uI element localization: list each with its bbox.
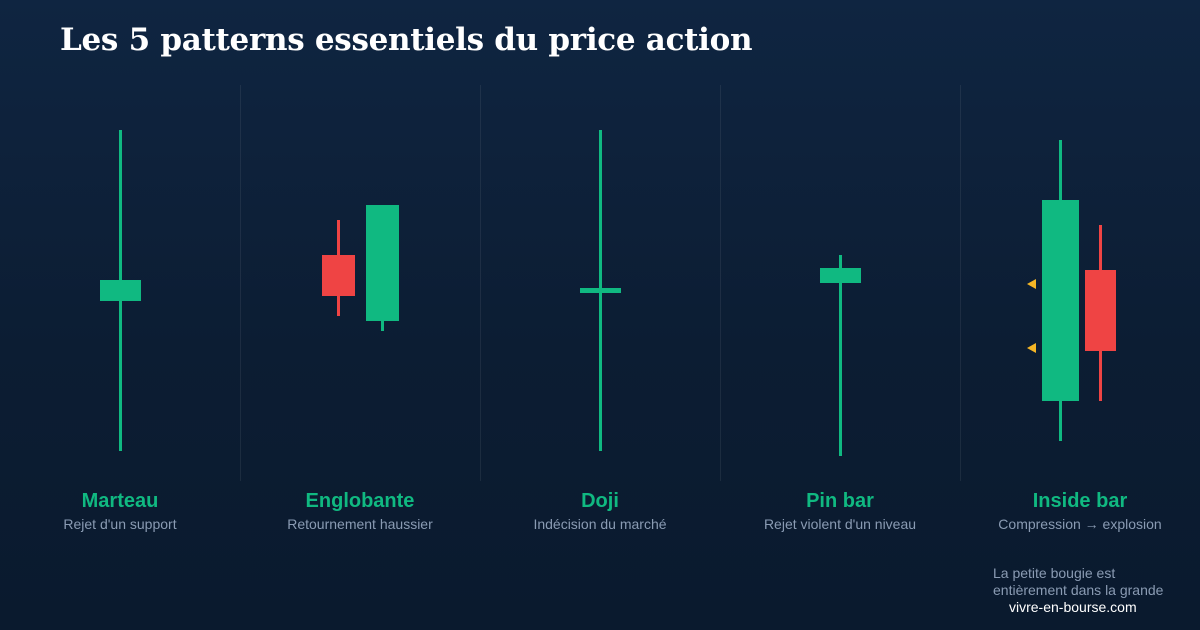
pattern-name: Inside bar — [1032, 490, 1128, 512]
pattern-description: Retournement haussier — [287, 516, 433, 532]
pattern-description: Compression → explosion — [998, 516, 1162, 532]
column-divider — [960, 85, 961, 481]
pattern-name: Pin bar — [806, 490, 874, 512]
pattern-description: Indécision du marché — [533, 516, 667, 532]
pattern-name: Englobante — [305, 490, 415, 512]
inside-bar-note: La petite bougie est entièrement dans la… — [993, 565, 1164, 598]
range-bottom-marker-icon — [1027, 343, 1036, 353]
column-divider — [720, 85, 721, 481]
pattern-description: Rejet d'un support — [63, 516, 177, 532]
range-top-marker-icon — [1027, 279, 1036, 289]
page-title: Les 5 patterns essentiels du price actio… — [60, 22, 753, 58]
column-divider — [240, 85, 241, 481]
source-credit: vivre-en-bourse.com — [1009, 599, 1137, 615]
pattern-name: Marteau — [81, 490, 159, 512]
column-divider — [480, 85, 481, 481]
pattern-description: Rejet violent d'un niveau — [763, 516, 917, 532]
pattern-name: Doji — [581, 490, 619, 512]
